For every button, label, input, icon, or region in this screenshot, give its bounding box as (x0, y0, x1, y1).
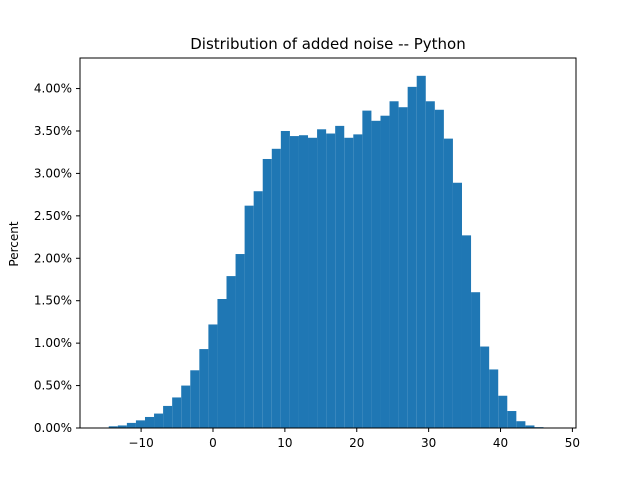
histogram-bar (308, 137, 318, 429)
histogram-bar (280, 130, 290, 429)
x-tick-label: 0 (209, 436, 217, 450)
histogram-bar (181, 385, 191, 428)
histogram-bar (516, 421, 526, 428)
histogram-bar (471, 292, 481, 428)
y-tick-label: 4.00% (34, 82, 72, 96)
histogram-bar (498, 395, 508, 428)
histogram-bar (289, 136, 299, 428)
x-tick-label: −10 (128, 436, 153, 450)
y-tick-label: 0.00% (34, 421, 72, 435)
y-tick-label: 0.50% (34, 379, 72, 393)
histogram-bar (443, 138, 453, 428)
histogram-bar (190, 370, 200, 428)
histogram-bar (434, 109, 444, 428)
histogram-bar (144, 416, 155, 428)
histogram-bar (199, 349, 209, 428)
y-tick-label: 3.50% (34, 124, 72, 138)
histogram-bar (398, 107, 408, 428)
histogram-bar (126, 422, 136, 428)
histogram-bar (108, 426, 118, 428)
histogram-bar (154, 413, 164, 428)
histogram-bar (271, 148, 281, 429)
histogram-bar (461, 235, 472, 428)
histogram-bar (380, 115, 390, 428)
y-axis: 0.00% 0.50% 1.00% 1.50% 2.00% 2.50% 3.00% 3.50%… (34, 82, 80, 435)
histogram-bar (262, 158, 272, 428)
histogram-bar (416, 75, 426, 428)
histogram-bar (226, 276, 236, 428)
y-axis-label: Percent (7, 221, 21, 266)
histogram-bar (217, 299, 227, 428)
histogram-bar (235, 254, 245, 428)
histogram-bar (163, 405, 173, 428)
histogram-bar (298, 135, 309, 428)
histogram-bar (244, 205, 254, 428)
histogram-bar (371, 120, 381, 429)
bars-group (108, 75, 544, 429)
histogram-bar (253, 191, 263, 428)
x-axis: −10 0 10 20 30 40 50 (128, 428, 580, 450)
histogram-bar (425, 101, 435, 428)
histogram-bar (353, 134, 363, 428)
histogram-bar (480, 346, 490, 428)
histogram-bar (389, 101, 399, 428)
y-tick-label: 2.50% (34, 209, 72, 223)
histogram-bar (172, 397, 182, 428)
x-tick-label: 30 (421, 436, 436, 450)
histogram-bar (317, 129, 327, 428)
histogram-bar (525, 425, 535, 428)
x-tick-label: 50 (565, 436, 580, 450)
histogram-bar (489, 369, 499, 428)
y-tick-label: 1.50% (34, 294, 72, 308)
chart-title: Distribution of added noise -- Python (190, 35, 466, 53)
y-tick-label: 2.00% (34, 251, 72, 265)
histogram-bar (117, 425, 127, 428)
x-tick-label: 10 (277, 436, 292, 450)
histogram-bar (208, 324, 218, 428)
histogram-bar (407, 86, 417, 428)
histogram-bar (326, 133, 336, 428)
x-tick-label: 40 (493, 436, 508, 450)
histogram-bar (335, 125, 345, 429)
histogram-bar (362, 110, 372, 428)
histogram-bar (135, 420, 145, 428)
y-tick-label: 1.00% (34, 336, 72, 350)
histogram-bar (507, 411, 517, 428)
x-tick-label: 20 (349, 436, 364, 450)
plot-frame (79, 57, 577, 429)
histogram-bar (452, 182, 462, 428)
histogram-bar (344, 137, 354, 429)
y-tick-label: 3.00% (34, 166, 72, 180)
